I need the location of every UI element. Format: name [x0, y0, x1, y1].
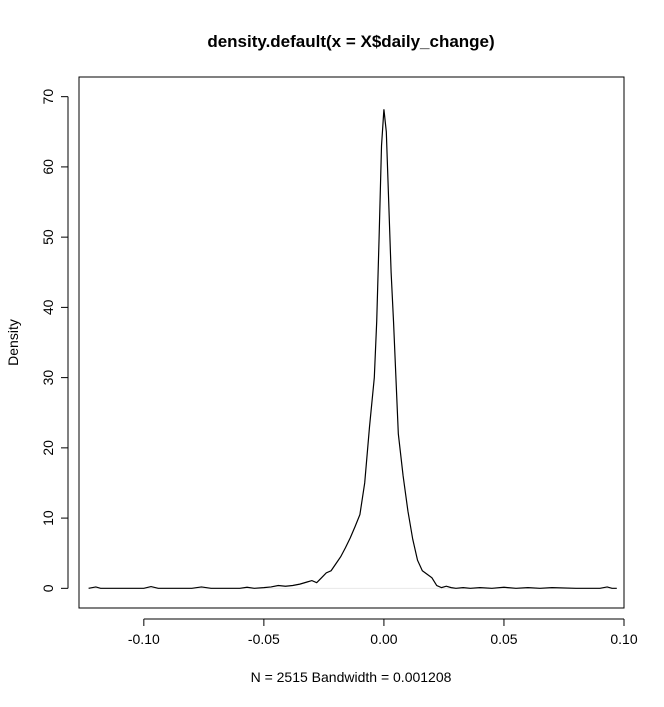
plot-frame	[78, 76, 625, 609]
y-tick-label: 10	[40, 510, 56, 526]
x-tick-label: 0.10	[610, 631, 637, 647]
y-axis: 0 10 20 30 40 50 60 70	[40, 89, 69, 592]
x-tick-label: 0.05	[490, 631, 517, 647]
x-tick-label: 0.00	[370, 631, 397, 647]
x-axis-label: N = 2515 Bandwidth = 0.001208	[251, 669, 452, 685]
y-tick-label: 30	[40, 370, 56, 386]
density-curve	[88, 109, 617, 589]
y-axis-label: Density	[5, 319, 21, 366]
x-axis: -0.10 -0.05 0.00 0.05 0.10	[128, 618, 638, 647]
x-tick-label: -0.05	[248, 631, 280, 647]
y-tick-label: 50	[40, 229, 56, 245]
y-tick-label: 60	[40, 159, 56, 175]
y-tick-label: 20	[40, 440, 56, 456]
y-tick-label: 40	[40, 299, 56, 315]
chart-title: density.default(x = X$daily_change)	[207, 32, 494, 51]
x-tick-label: -0.10	[128, 631, 160, 647]
y-tick-label: 0	[40, 584, 56, 592]
y-tick-label: 70	[40, 89, 56, 105]
